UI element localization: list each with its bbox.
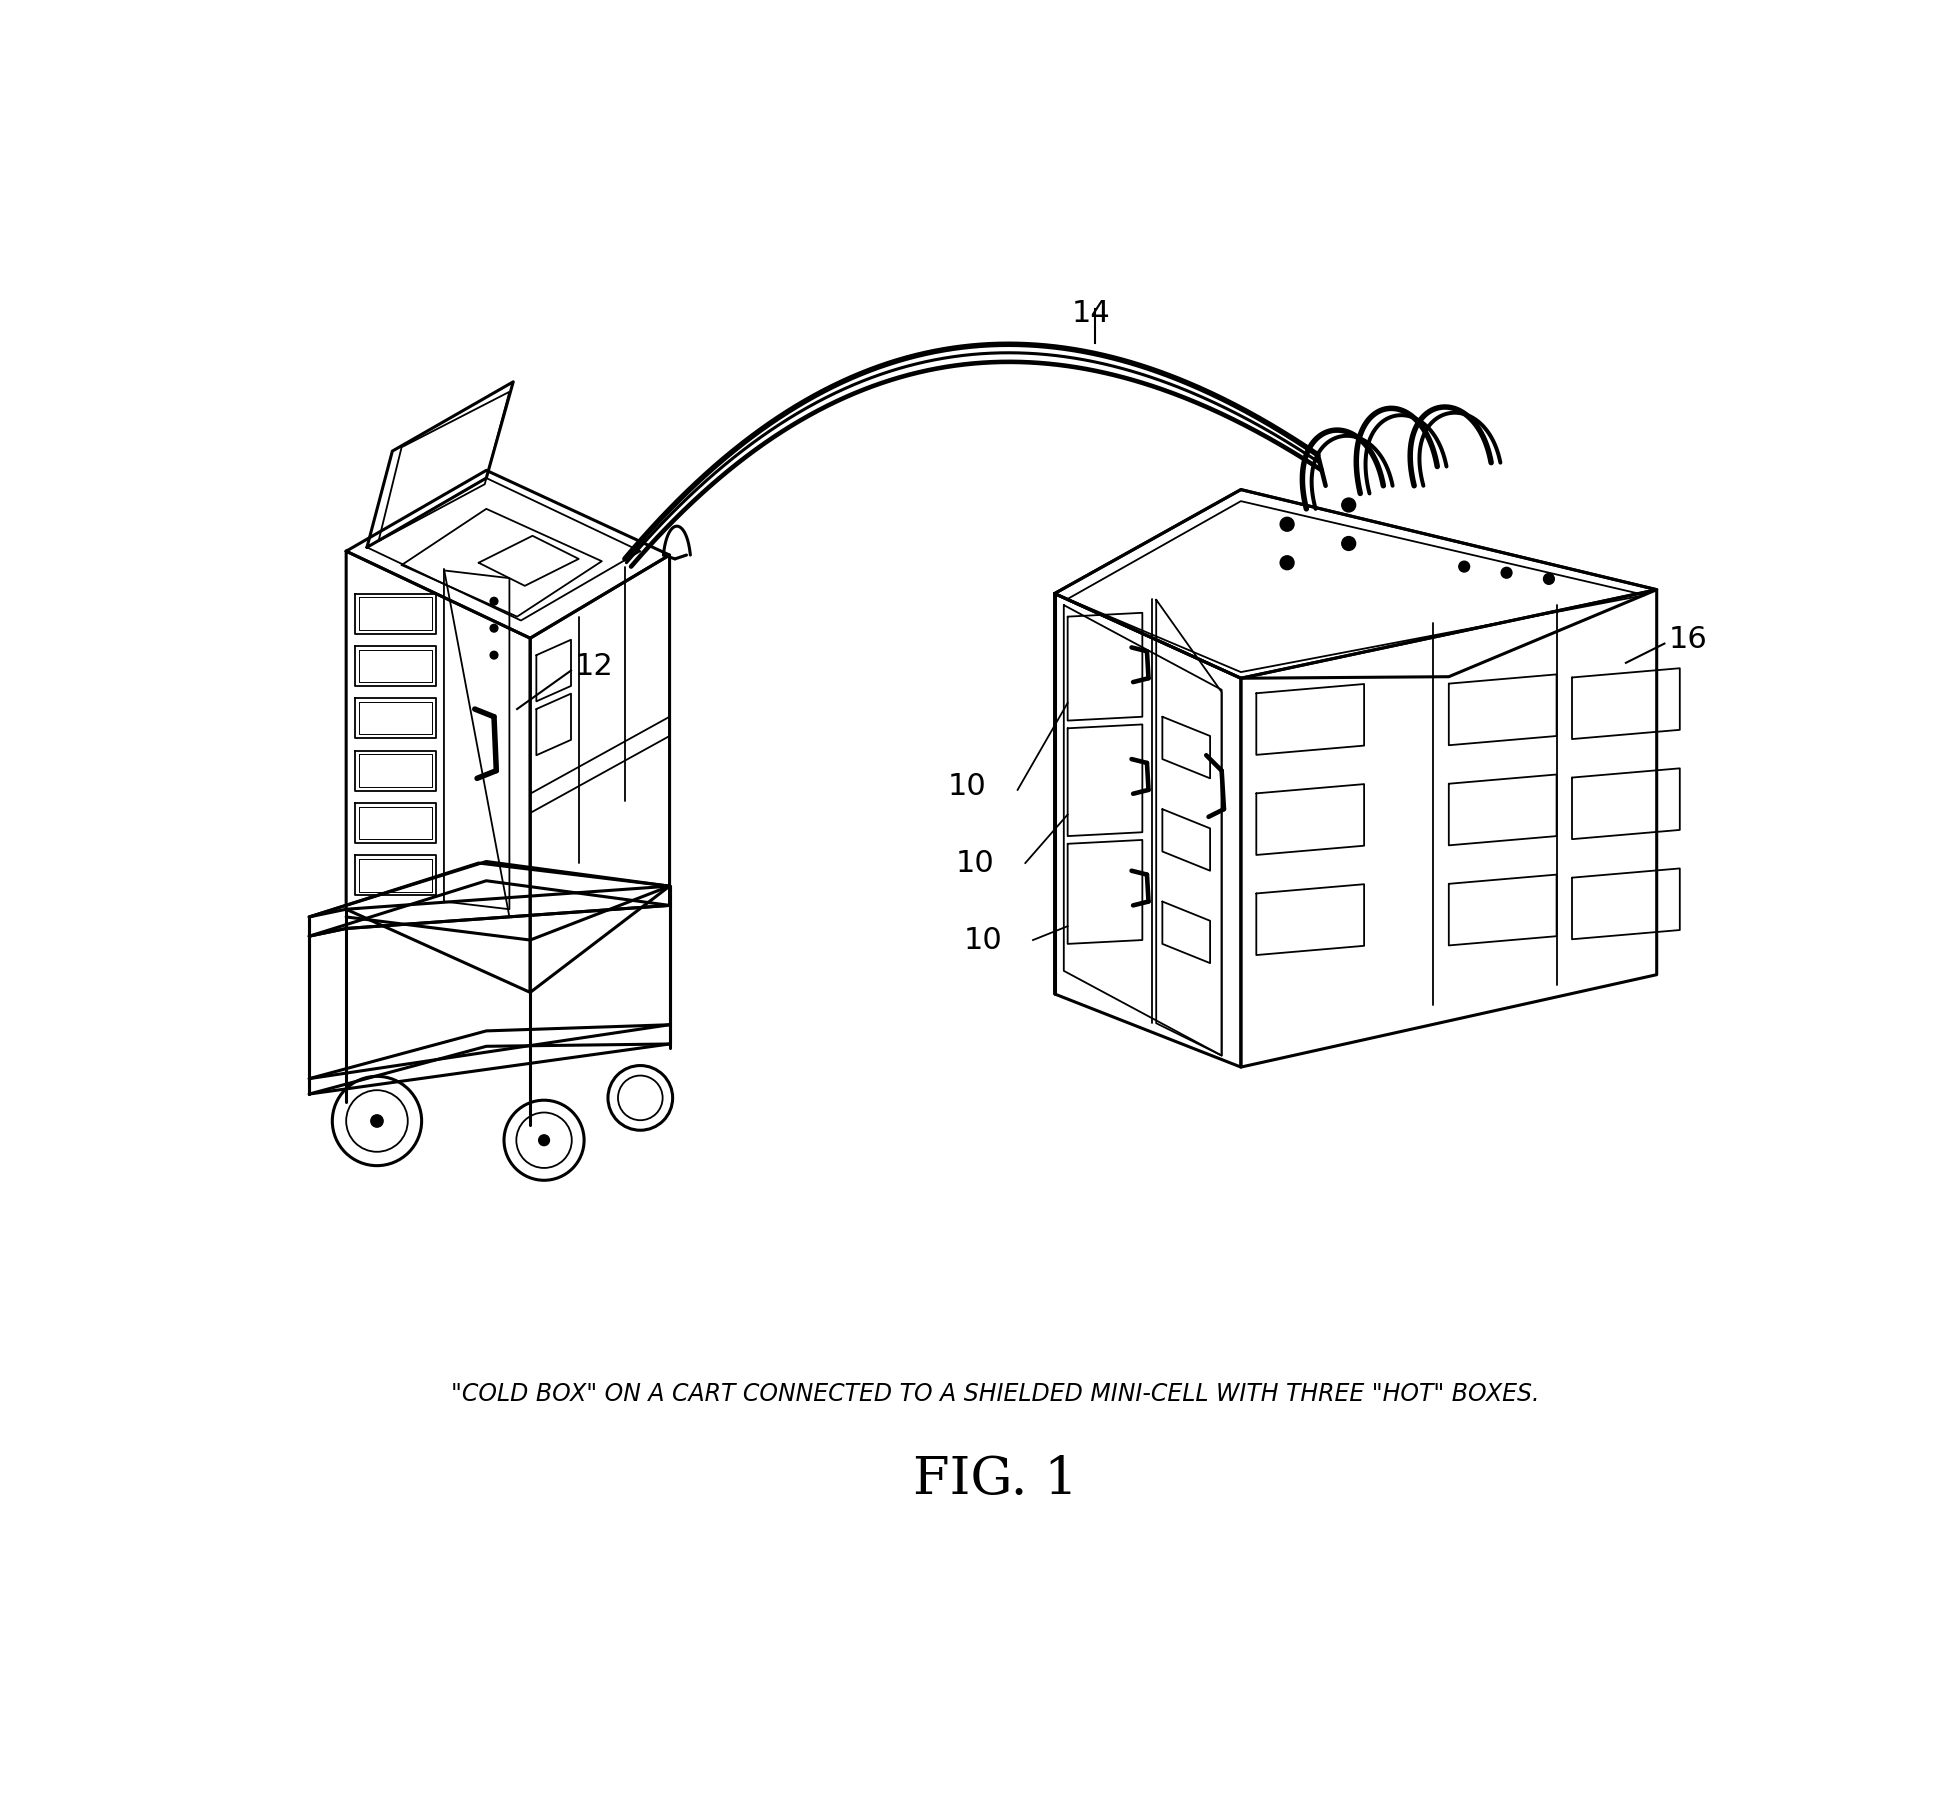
Circle shape: [1280, 517, 1293, 532]
Circle shape: [1342, 497, 1356, 512]
Circle shape: [538, 1135, 550, 1146]
Text: "COLD BOX" ON A CART CONNECTED TO A SHIELDED MINI-CELL WITH THREE "HOT" BOXES.: "COLD BOX" ON A CART CONNECTED TO A SHIE…: [451, 1382, 1540, 1406]
Text: 10: 10: [963, 926, 1002, 955]
Circle shape: [1342, 537, 1356, 550]
Circle shape: [489, 623, 497, 633]
Text: 16: 16: [1668, 625, 1707, 654]
Circle shape: [1501, 568, 1513, 578]
Circle shape: [489, 651, 497, 660]
Text: 14: 14: [1072, 299, 1111, 328]
Text: 10: 10: [955, 849, 994, 878]
Text: FIG. 1: FIG. 1: [913, 1454, 1078, 1505]
Text: 12: 12: [575, 652, 614, 681]
Text: 10: 10: [948, 771, 987, 800]
Circle shape: [371, 1115, 383, 1126]
Circle shape: [1544, 573, 1554, 584]
Circle shape: [489, 598, 497, 605]
Circle shape: [1458, 560, 1470, 571]
Circle shape: [1280, 555, 1293, 569]
